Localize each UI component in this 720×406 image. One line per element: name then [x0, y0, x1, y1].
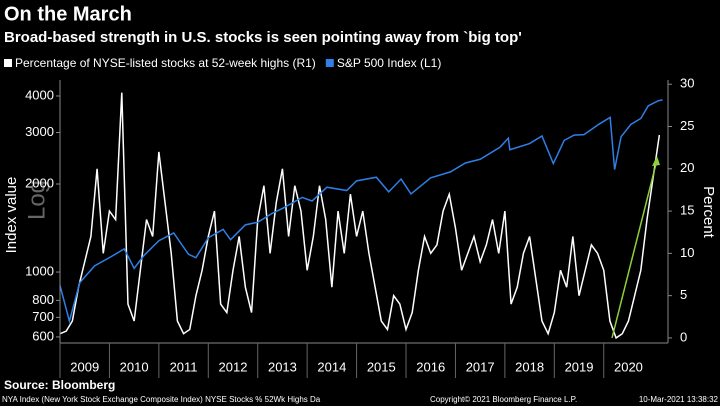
y-axis-label: Index value [3, 177, 20, 254]
footer-center: Copyright© 2021 Bloomberg Finance L.P. [430, 395, 577, 404]
y2-tick-label: 15 [680, 203, 694, 218]
x-tick-label: 2010 [120, 359, 149, 374]
log-note: Log [23, 180, 50, 220]
footer-right: 10-Mar-2021 13:38:32 [639, 395, 719, 404]
chart-subtitle: Broad-based strength in U.S. stocks is s… [4, 29, 522, 46]
y2-tick-label: 25 [680, 118, 694, 133]
legend-label: S&P 500 Index (L1) [337, 56, 442, 70]
y2-tick-label: 20 [680, 160, 694, 175]
series-line [59, 92, 661, 340]
x-tick-label: 2017 [466, 359, 495, 374]
x-tick-label: 2019 [565, 359, 594, 374]
source: Source: Bloomberg [4, 378, 115, 392]
legend-swatch [325, 59, 334, 67]
y-tick-label: 800 [32, 292, 54, 307]
x-tick-label: 2011 [170, 359, 198, 374]
y2-axis-label: Percent [700, 186, 717, 239]
y-tick-label: 2000 [25, 175, 54, 190]
x-tick-label: 2015 [367, 359, 396, 374]
y-tick-label: 600 [32, 328, 54, 343]
x-tick-label: 2014 [317, 359, 346, 374]
y-tick-label: 4000 [25, 87, 54, 102]
y2-tick-label: 5 [680, 287, 687, 302]
y2-tick-label: 0 [680, 329, 687, 344]
y-tick-label: 3000 [25, 124, 54, 139]
footer-left: NYA Index (New York Stock Exchange Compo… [2, 395, 321, 404]
trend-arrow [611, 159, 658, 339]
y-tick-label: 1000 [25, 263, 54, 278]
x-tick-label: 2020 [614, 359, 643, 374]
chart-title: On the March [4, 3, 132, 25]
legend-label: Percentage of NYSE-listed stocks at 52-w… [15, 56, 316, 70]
legend-swatch [4, 59, 12, 67]
x-tick-label: 2012 [219, 359, 248, 374]
x-tick-label: 2013 [268, 359, 297, 374]
trend-arrow-head [652, 156, 660, 166]
x-tick-label: 2018 [515, 359, 544, 374]
x-tick-label: 2009 [70, 359, 99, 374]
y2-tick-label: 30 [680, 76, 694, 91]
y2-tick-label: 10 [680, 245, 694, 260]
x-tick-label: 2016 [416, 359, 445, 374]
y-tick-label: 700 [32, 309, 54, 324]
series-line [59, 99, 663, 324]
